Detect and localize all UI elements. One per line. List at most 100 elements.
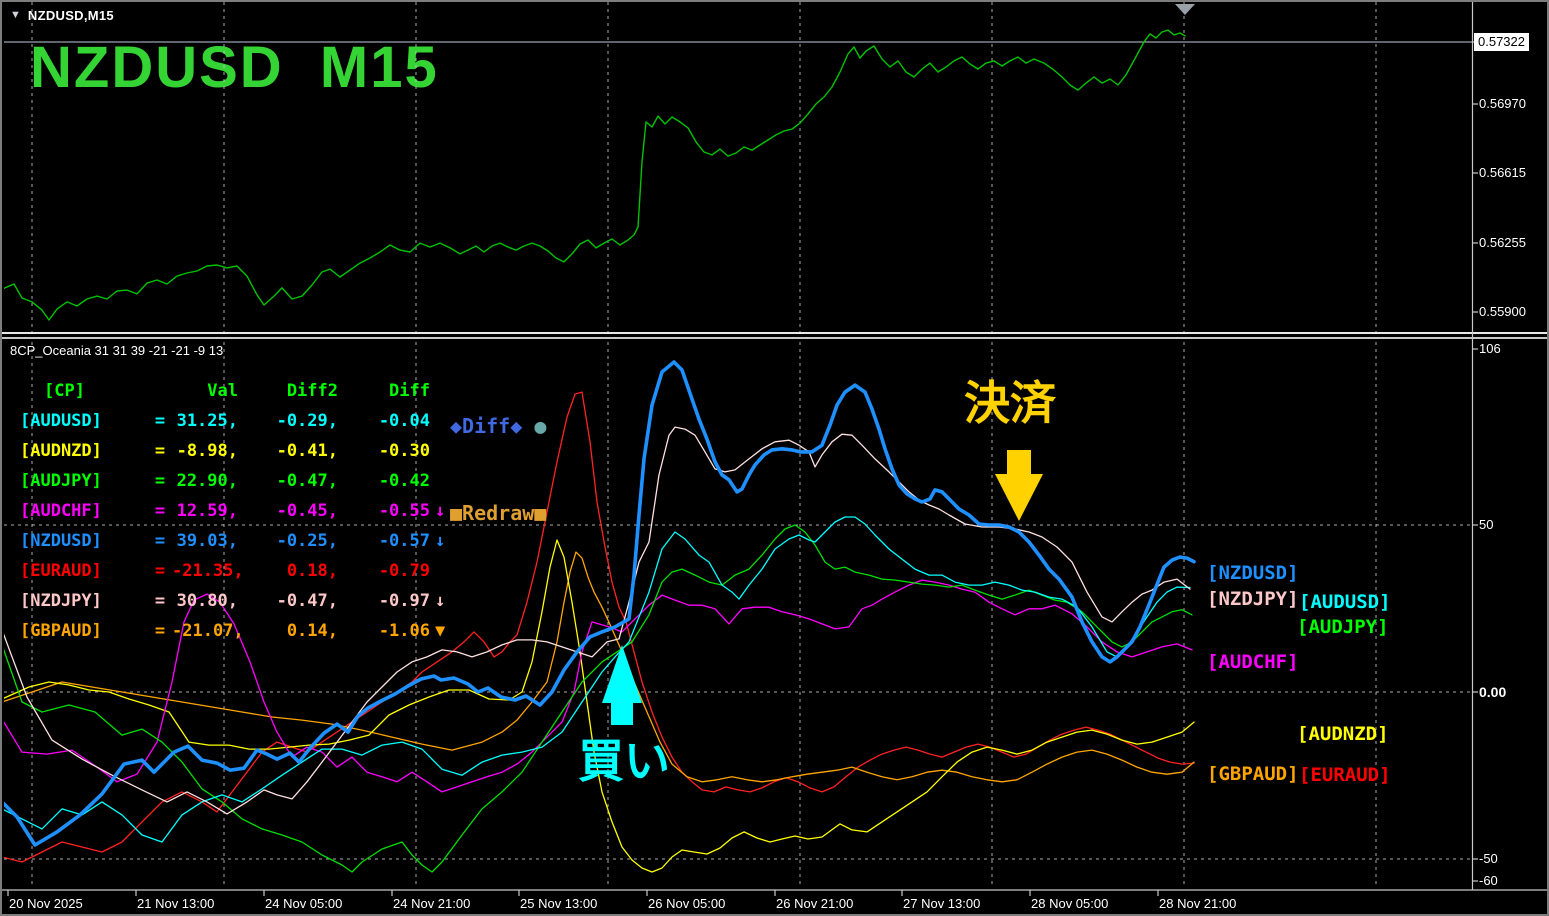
table-row: [AUDCHF] = 12.59, -0.45, -0.55 ↓ [2,496,469,526]
table-header-row: [CP] Val Diff2 Diff [2,376,469,406]
indicator-tick-label: 50 [1479,517,1494,532]
price-tick-label: 0.56255 [1479,235,1526,250]
time-tick-label: 21 Nov 13:00 [137,896,215,911]
diff-cell: -0.55 [378,501,430,521]
time-tick-label: 24 Nov 05:00 [265,896,343,911]
close-annotation: 決済 [964,376,1056,430]
symbol-watermark: NZDUSD M15 [30,35,439,100]
val-cell: 12.59, [176,501,238,521]
equals-cell: = [154,441,166,461]
pair-cell: [EURAUD] [20,561,102,581]
pair-cell: [CP] [44,381,85,401]
diamond-icon: ◆ [450,414,463,438]
trend-arrow-icon: ↓ [435,531,446,551]
bar-marker-triangle-icon [1175,4,1195,15]
square-icon: ■ [450,501,463,525]
val-cell: 30.80, [176,591,238,611]
collapse-icon[interactable]: ▼ [10,9,21,21]
diamond-icon: ◆ [510,414,523,438]
diff2-cell: Diff2 [286,381,338,401]
diff2-cell: -0.25, [276,531,338,551]
pair-tag-nzdjpy: [NZDJPY] [1207,588,1299,610]
indicator-tick-label: 106 [1479,341,1501,356]
close-down-arrow-icon [1007,450,1031,476]
val-cell: Val [207,381,238,401]
trend-arrow-icon: ▼ [435,621,446,641]
buy-up-arrow-icon [602,645,642,703]
pair-cell: [AUDNZD] [20,441,102,461]
equals-cell: = [154,471,166,491]
pair-tag-audjpy: [AUDJPY] [1297,616,1389,638]
pair-tag-audnzd: [AUDNZD] [1297,723,1389,745]
panel-separator[interactable] [2,332,1549,334]
chart-titlebar: ▼ NZDUSD,M15 [10,8,114,23]
val-cell: -8.98, [176,441,238,461]
circle-icon: ● [534,414,547,438]
diff2-cell: 0.18, [286,561,338,581]
diff-cell: -0.30 [378,441,430,461]
indicator-tick-label: -60 [1479,873,1498,888]
time-tick-label: 24 Nov 21:00 [393,896,471,911]
GBPAUD-series-line [4,551,1195,783]
trend-arrow-icon: ↓ [435,591,446,611]
pair-tag-euraud: [EURAUD] [1299,764,1391,786]
legend-diff-row: ◆Diff◆ ● [450,412,546,441]
table-row: [AUDNZD] = -8.98, -0.41, -0.30 [2,436,469,466]
equals-cell: = [154,411,166,431]
legend-diff-label: Diff [462,414,511,438]
val-cell: 31.25, [176,411,238,431]
AUDCHF-series-line [4,579,1193,793]
pair-tag-audchf: [AUDCHF] [1207,651,1299,673]
trend-arrow-icon: ↓ [435,501,446,521]
time-tick-label: 28 Nov 05:00 [1031,896,1109,911]
diff2-cell: 0.14, [286,621,338,641]
pair-tag-nzdusd: [NZDUSD] [1207,562,1299,584]
diff-cell: -0.79 [378,561,430,581]
current-price-badge: 0.57322 [1474,33,1529,51]
diff2-cell: -0.47, [276,471,338,491]
diff-cell: Diff [389,381,430,401]
time-tick-label: 20 Nov 2025 [9,896,83,911]
diff2-cell: -0.29, [276,411,338,431]
legend-redraw-label: Redraw [462,501,535,525]
diff-cell: -0.42 [378,471,430,491]
square-icon: ■ [534,501,547,525]
AUDNZD-series-line [4,539,1195,873]
table-row: [AUDUSD] = 31.25, -0.29, -0.04 [2,406,469,436]
pair-tag-audusd: [AUDUSD] [1299,591,1391,613]
close-down-arrow-icon [995,474,1043,521]
val-cell: -21.07, [172,621,244,641]
buy-up-arrow-icon [611,701,633,725]
equals-cell: = [154,621,166,641]
time-tick-label: 27 Nov 13:00 [903,896,981,911]
time-tick-label: 26 Nov 21:00 [776,896,854,911]
time-tick-label: 25 Nov 13:00 [520,896,598,911]
indicator-tick-label: -50 [1479,851,1498,866]
buy-annotation: 買い [578,734,670,788]
pair-cell: [AUDCHF] [20,501,102,521]
NZDUSD-series-line [4,360,1196,847]
time-tick-label: 26 Nov 05:00 [648,896,726,911]
time-tick-label: 28 Nov 21:00 [1159,896,1237,911]
chart-title: NZDUSD,M15 [27,8,114,23]
table-row: [EURAUD] = -21.35, 0.18, -0.79 [2,556,469,586]
table-row: [GBPAUD] = -21.07, 0.14, -1.06 ▼ [2,616,469,646]
price-tick-label: 0.56615 [1479,165,1526,180]
val-cell: 22.90, [176,471,238,491]
val-cell: -21.35, [172,561,244,581]
NZDUSD close-series-line [4,29,1186,321]
diff2-cell: -0.47, [276,591,338,611]
panel-separator[interactable] [2,337,1549,339]
diff2-cell: -0.41, [276,441,338,461]
diff-cell: -1.06 [378,621,430,641]
pair-cell: [AUDJPY] [20,471,102,491]
diff-cell: -0.97 [378,591,430,611]
AUDUSD-series-line [4,516,1191,843]
table-row: [NZDJPY] = 30.80, -0.47, -0.97 ↓ [2,586,469,616]
price-tick-label: 0.55900 [1479,304,1526,319]
pair-tag-gbpaud: [GBPAUD] [1207,763,1299,785]
pair-cell: [NZDJPY] [20,591,102,611]
indicator-tick-label: 0.00 [1479,684,1507,700]
